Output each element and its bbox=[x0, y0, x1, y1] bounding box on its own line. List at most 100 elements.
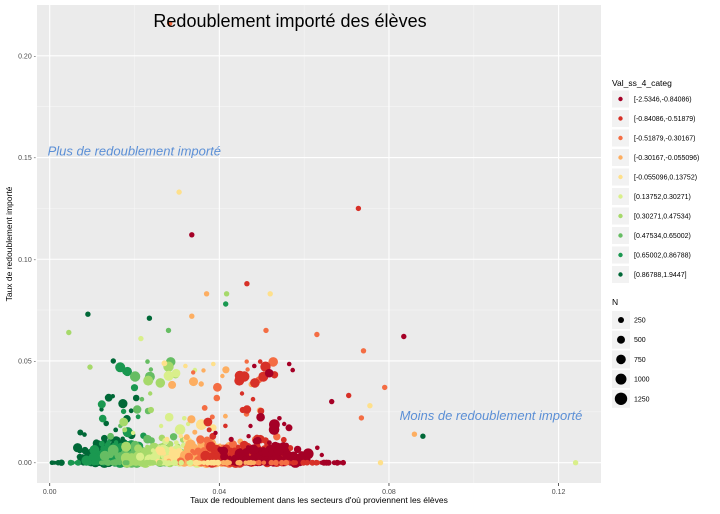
data-point bbox=[206, 427, 212, 433]
legend-swatch bbox=[618, 252, 623, 258]
data-point bbox=[227, 455, 232, 460]
data-point bbox=[189, 232, 195, 238]
data-point bbox=[223, 301, 229, 307]
data-point bbox=[171, 368, 181, 378]
data-point bbox=[66, 329, 72, 336]
data-point bbox=[323, 459, 330, 466]
data-point bbox=[234, 370, 245, 381]
size-legend-label: 1000 bbox=[634, 377, 650, 384]
data-point bbox=[228, 436, 234, 442]
data-point bbox=[132, 394, 140, 402]
legend-label: [0.47534,0.65002) bbox=[634, 233, 691, 240]
legend-swatch bbox=[618, 155, 623, 160]
legend-label: [-0.055096,0.13752) bbox=[634, 175, 697, 182]
data-point bbox=[238, 460, 243, 465]
data-point bbox=[213, 394, 221, 402]
data-point bbox=[113, 427, 119, 433]
data-point bbox=[223, 423, 228, 429]
data-point bbox=[367, 403, 373, 409]
data-point bbox=[161, 451, 167, 456]
annotation-label: Moins de redoublement importé bbox=[400, 408, 583, 423]
size-legend-marker bbox=[617, 335, 625, 344]
x-tick-label: 0.12 bbox=[552, 489, 566, 496]
data-point bbox=[242, 448, 251, 456]
data-point bbox=[196, 435, 205, 444]
data-point bbox=[285, 424, 293, 432]
legend-swatch bbox=[618, 174, 623, 180]
data-point bbox=[279, 459, 285, 466]
data-point bbox=[69, 460, 75, 466]
grid-layer bbox=[37, 5, 601, 483]
data-point bbox=[277, 416, 282, 421]
data-point bbox=[192, 429, 198, 435]
data-point bbox=[104, 393, 113, 402]
size-legend-title: N bbox=[612, 297, 618, 307]
data-point bbox=[184, 452, 194, 462]
data-point bbox=[128, 408, 134, 414]
data-point bbox=[358, 415, 365, 421]
data-point bbox=[201, 460, 207, 466]
data-point bbox=[146, 315, 153, 321]
data-point bbox=[129, 459, 135, 466]
data-point bbox=[148, 391, 153, 396]
data-point bbox=[103, 420, 109, 427]
data-point bbox=[304, 459, 311, 466]
data-point bbox=[239, 391, 245, 396]
y-axis-label: Taux de redoublement importé bbox=[4, 186, 14, 301]
data-point bbox=[314, 331, 320, 338]
data-point bbox=[290, 367, 296, 373]
legend-swatch bbox=[618, 116, 623, 121]
data-point bbox=[254, 436, 262, 445]
data-point bbox=[382, 384, 388, 391]
data-point bbox=[156, 459, 163, 466]
data-point bbox=[340, 459, 347, 466]
data-point bbox=[203, 291, 210, 297]
data-point bbox=[183, 363, 188, 369]
data-point bbox=[313, 459, 320, 466]
legend-swatch bbox=[618, 233, 623, 238]
data-point bbox=[223, 291, 230, 297]
data-point bbox=[411, 431, 418, 437]
x-tick-label: 0.00 bbox=[43, 489, 57, 496]
data-point bbox=[189, 377, 198, 387]
data-point bbox=[273, 433, 281, 441]
data-point bbox=[158, 423, 164, 429]
x-tick-label: 0.04 bbox=[213, 489, 227, 496]
data-point bbox=[148, 437, 155, 444]
chart-title: Redoublement importé des élèves bbox=[153, 11, 426, 31]
data-point bbox=[182, 416, 187, 421]
data-point bbox=[194, 447, 202, 455]
data-point bbox=[315, 445, 320, 451]
data-point bbox=[118, 399, 128, 409]
data-point bbox=[166, 460, 172, 466]
data-point bbox=[244, 359, 249, 364]
data-point bbox=[107, 452, 114, 459]
data-point bbox=[178, 434, 183, 439]
data-point bbox=[227, 460, 232, 465]
data-point bbox=[117, 460, 123, 466]
data-point bbox=[286, 361, 292, 367]
data-point bbox=[155, 446, 162, 453]
data-point bbox=[261, 460, 267, 465]
data-point bbox=[217, 446, 224, 453]
data-point bbox=[155, 378, 166, 388]
data-point bbox=[319, 452, 324, 458]
legend-swatch bbox=[618, 272, 623, 277]
data-point bbox=[147, 406, 154, 414]
data-point bbox=[213, 382, 222, 392]
size-legend-marker bbox=[616, 354, 626, 365]
data-point bbox=[282, 421, 287, 427]
data-point bbox=[257, 359, 263, 364]
data-point bbox=[270, 446, 276, 451]
data-point bbox=[246, 434, 251, 439]
data-point bbox=[115, 362, 126, 373]
data-point bbox=[222, 366, 230, 374]
data-point bbox=[104, 459, 112, 466]
data-point bbox=[360, 348, 367, 354]
data-point bbox=[190, 448, 195, 454]
data-point bbox=[91, 460, 96, 466]
data-point bbox=[243, 460, 248, 465]
data-point bbox=[250, 396, 256, 402]
data-point bbox=[98, 440, 105, 447]
data-point bbox=[130, 430, 136, 436]
